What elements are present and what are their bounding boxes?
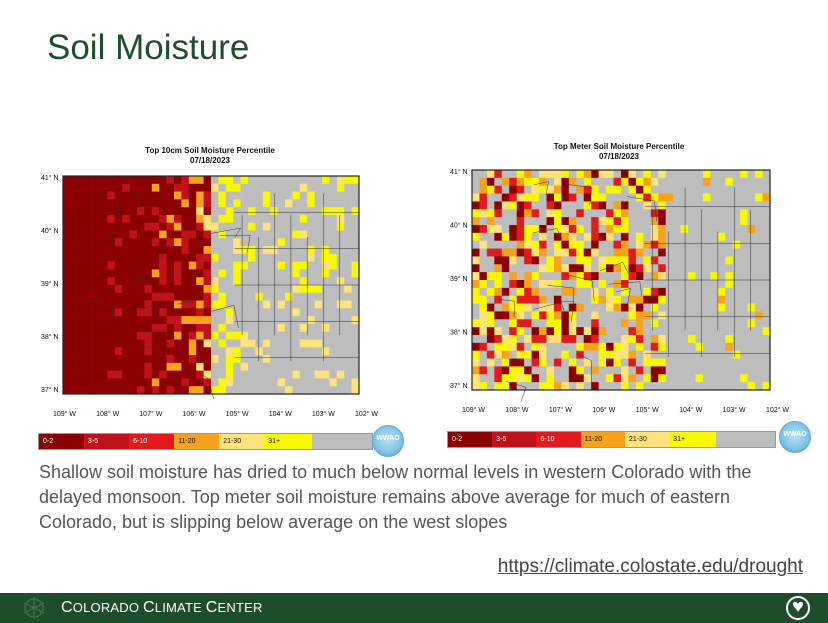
legend-swatch: 3-5	[84, 434, 130, 449]
legend-swatch	[716, 432, 775, 447]
lat-label: 40° N	[41, 227, 59, 235]
map-panel-top-10cm: Top 10cm Soil Moisture Percentile 07/18/…	[25, 140, 395, 450]
legend-swatch: 31+	[264, 434, 313, 449]
lat-label: 37° N	[41, 386, 59, 394]
footer-org-name: COLORADO CLIMATE CENTER	[61, 599, 263, 616]
legend-swatch: 0-2	[448, 432, 493, 447]
slide-body-text: Shallow soil moisture has dried to much …	[39, 462, 752, 532]
lat-label: 38° N	[450, 329, 468, 337]
county-boundaries	[498, 181, 770, 402]
legend-swatch: 21-30	[219, 434, 265, 449]
map-date: 07/18/2023	[189, 156, 231, 165]
lon-label: 104° W	[679, 406, 702, 414]
legend-swatch: 6-10	[536, 432, 581, 447]
lat-label: 37° N	[450, 382, 468, 390]
lon-label: 104° W	[269, 410, 292, 418]
map-title: Top Meter Soil Moisture Percentile	[553, 142, 685, 151]
lon-label: 106° W	[182, 410, 205, 418]
legend-swatch: 0-2	[39, 434, 85, 449]
map-title: Top 10cm Soil Moisture Percentile	[145, 146, 275, 155]
lat-label: 39° N	[450, 275, 468, 283]
lon-label: 106° W	[592, 406, 615, 414]
lon-label: 109° W	[462, 406, 485, 414]
legend-swatch	[312, 434, 372, 449]
map-panel-top-meter: Top Meter Soil Moisture Percentile 07/18…	[434, 140, 804, 450]
legend-swatch: 6-10	[129, 434, 175, 449]
lon-label: 105° W	[226, 410, 249, 418]
legend-10cm: 0-2 3-5 6-10 11-20 21-30 31+	[38, 433, 373, 450]
legend-top-meter: 0-2 3-5 6-10 11-20 21-30 31+	[447, 431, 776, 448]
state-border	[471, 169, 771, 391]
lon-label: 103° W	[312, 410, 335, 418]
wwao-logo-text: WWAO	[783, 431, 807, 438]
lon-label: 109° W	[53, 410, 76, 418]
legend-swatch: 21-30	[624, 432, 670, 447]
map-date: 07/18/2023	[598, 152, 640, 161]
lon-label: 107° W	[139, 410, 162, 418]
lat-label: 39° N	[41, 280, 59, 288]
county-boundaries	[85, 188, 359, 400]
wwao-logo: WWAO	[779, 421, 811, 453]
soil-moisture-map-top-meter: 41° N 40° N 39° N 38° N 37° N 109° W 108° W 107…	[450, 168, 789, 414]
soil-moisture-map-10cm: 41° N 40° N 39° N 38° N 37° N 109° W 108° W 107…	[41, 174, 378, 418]
wwao-logo-text: WWAO	[376, 435, 400, 442]
lon-label: 102° W	[355, 410, 378, 418]
map-grid	[472, 170, 771, 391]
legend-swatch: 31+	[669, 432, 717, 447]
drought-link[interactable]: https://climate.colostate.edu/drought	[497, 556, 803, 577]
legend-swatch: 11-20	[174, 434, 220, 449]
lat-label: 38° N	[41, 333, 59, 341]
legend-swatch: 11-20	[580, 432, 625, 447]
slide-title: Soil Moisture	[47, 28, 250, 67]
lon-label: 103° W	[723, 406, 746, 414]
legend-swatch: 3-5	[492, 432, 537, 447]
map-grid	[63, 176, 360, 395]
lon-label: 108° W	[96, 410, 119, 418]
wwao-logo: WWAO	[372, 425, 404, 457]
lat-label: 41° N	[41, 174, 59, 182]
lat-label: 40° N	[450, 222, 468, 230]
lon-label: 105° W	[636, 406, 659, 414]
lat-label: 41° N	[450, 168, 468, 176]
lon-label: 107° W	[549, 406, 572, 414]
state-border	[62, 175, 360, 395]
footer-bar: COLORADO CLIMATE CENTER	[0, 593, 828, 623]
csu-ram-logo-icon	[786, 596, 810, 620]
lon-label: 102° W	[766, 406, 789, 414]
lon-label: 108° W	[505, 406, 528, 414]
snowflake-emblem-icon	[23, 597, 45, 619]
